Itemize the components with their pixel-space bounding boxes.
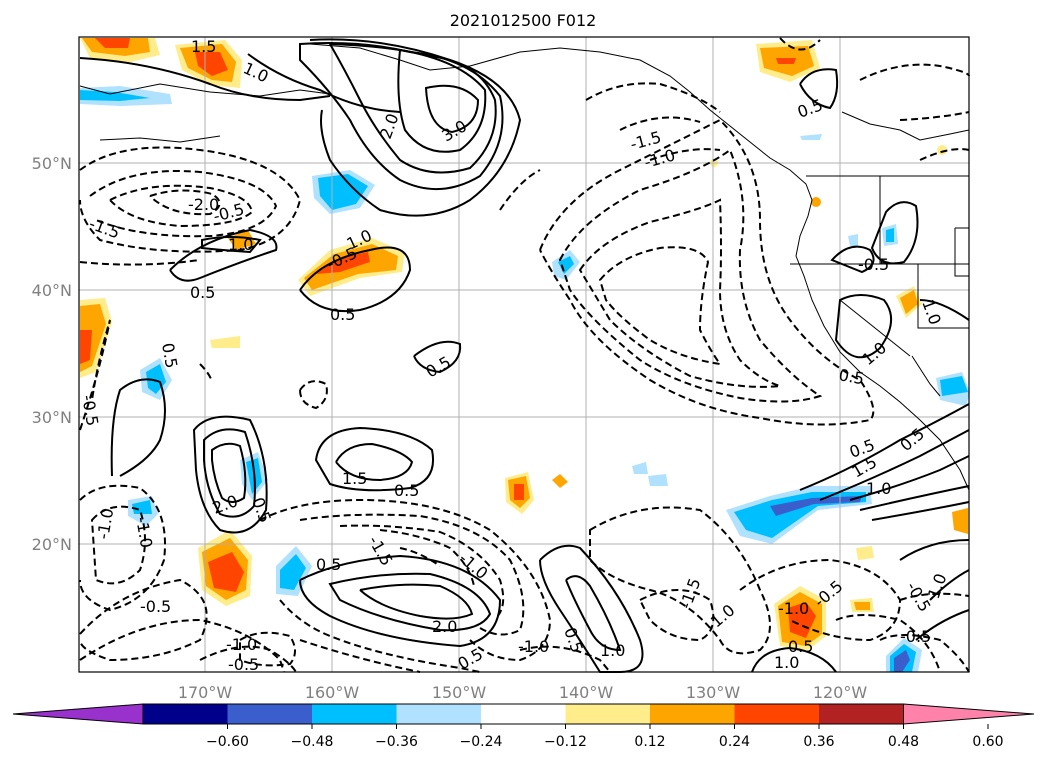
colorbar-tick-label: −0.36 — [375, 734, 418, 750]
contour-label: 0.5 — [316, 555, 341, 574]
contour-label: 0.5 — [158, 341, 181, 369]
cold-area — [632, 462, 648, 474]
warm-area — [95, 38, 130, 48]
shaded-anomalies — [80, 38, 970, 672]
contour-label: -2.0 — [188, 195, 219, 214]
colorbar-tick-label: 0.36 — [803, 734, 834, 750]
colorbar-extend-high — [903, 703, 1035, 725]
warm-area — [195, 52, 228, 76]
longitude-labels: 170°W 160°W 150°W 140°W 130°W 120°W — [178, 683, 868, 702]
gridlines — [79, 37, 969, 672]
warm-area — [811, 197, 821, 207]
contour-label: 1.0 — [774, 653, 799, 672]
colorbar-tick-label: 0.24 — [719, 734, 750, 750]
colorbar-segment — [481, 704, 566, 724]
lat-label: 30°N — [32, 408, 72, 427]
cold-area — [894, 650, 910, 672]
colorbar-segment — [312, 704, 397, 724]
cold-area — [318, 174, 368, 210]
colorbar-tick-label: −0.12 — [544, 734, 587, 750]
lon-label: 140°W — [559, 683, 614, 702]
colorbar-segment — [143, 704, 228, 724]
colorbar-tick-label: −0.48 — [291, 734, 334, 750]
map-frame — [78, 36, 970, 673]
colorbar-segment — [396, 704, 482, 724]
contour-label: 1.5 — [191, 37, 216, 56]
colorbar-segment — [565, 704, 651, 724]
colorbar-segment — [650, 704, 735, 724]
contour-label: 1.0 — [600, 641, 625, 660]
cold-area — [800, 134, 822, 140]
warm-area — [952, 508, 968, 534]
cold-area — [132, 500, 152, 514]
cold-area — [648, 474, 668, 486]
lon-label: 160°W — [305, 683, 360, 702]
colorbar-tick-label: 0.12 — [634, 734, 665, 750]
lat-label: 50°N — [32, 154, 72, 173]
contour-label: 1.0 — [866, 479, 891, 498]
cold-area — [886, 228, 894, 242]
cold-area — [734, 492, 866, 538]
lon-label: 120°W — [813, 683, 868, 702]
latitude-labels: 50°N 40°N 30°N 20°N — [32, 154, 72, 554]
warm-area — [937, 145, 947, 155]
coastlines — [79, 43, 970, 491]
lat-label: 20°N — [32, 535, 72, 554]
warm-area — [210, 336, 240, 348]
cold-area — [940, 376, 968, 396]
colorbar: −0.60 −0.48 −0.36 −0.24 −0.12 0.12 0.24 0.36 0.4… — [12, 703, 1035, 750]
cold-area — [558, 256, 574, 274]
colorbar-segment — [734, 704, 820, 724]
colorbar-tick-label: 0.48 — [888, 734, 919, 750]
warm-area — [856, 546, 874, 560]
contour-label: 0.5 — [330, 305, 355, 324]
warm-area — [552, 474, 568, 488]
colorbar-extend-low — [12, 703, 144, 725]
positive-contours — [79, 38, 970, 673]
cold-area — [848, 234, 858, 246]
contour-label: 0.5 — [837, 365, 865, 388]
contour-label: -1.0 — [518, 637, 549, 656]
contour-label: -0.5 — [140, 597, 171, 616]
colorbar-tick-label: −0.24 — [460, 734, 503, 750]
contour-label: 1.0 — [228, 235, 253, 254]
contour-label: -0.5 — [858, 255, 889, 274]
cold-area — [770, 496, 862, 516]
lon-label: 150°W — [432, 683, 487, 702]
contour-label: -1.0 — [226, 635, 257, 654]
contour-label: 0.5 — [394, 481, 419, 500]
colorbar-frame — [142, 703, 904, 725]
warm-area — [80, 330, 92, 364]
cold-area — [280, 554, 306, 590]
lon-label: 130°W — [686, 683, 741, 702]
lon-label: 170°W — [178, 683, 233, 702]
contour-label: -0.5 — [228, 655, 259, 674]
colorbar-segment — [227, 704, 313, 724]
contour-label: -0.5 — [900, 627, 931, 646]
warm-area — [854, 602, 870, 610]
contour-label: 1.5 — [342, 469, 367, 488]
warm-area — [900, 290, 918, 314]
warm-area — [228, 230, 256, 250]
contour-label: 2.0 — [432, 617, 457, 636]
figure-title: 2021012500 F012 — [450, 11, 597, 30]
negative-contours — [79, 37, 970, 673]
colorbar-tick-label: 0.60 — [972, 734, 1003, 750]
warm-area — [208, 552, 244, 592]
contour-label: 0.5 — [788, 637, 813, 656]
colorbar-tick-label: −0.60 — [206, 734, 249, 750]
lat-label: 40°N — [32, 281, 72, 300]
colorbar-segment — [819, 704, 904, 724]
warm-area — [316, 252, 370, 274]
warm-area — [514, 484, 524, 500]
contour-label: 0.5 — [190, 283, 215, 302]
warm-area — [788, 602, 816, 638]
cold-area — [80, 90, 150, 101]
warm-area — [776, 58, 796, 64]
contour-label: -1.0 — [778, 599, 809, 618]
